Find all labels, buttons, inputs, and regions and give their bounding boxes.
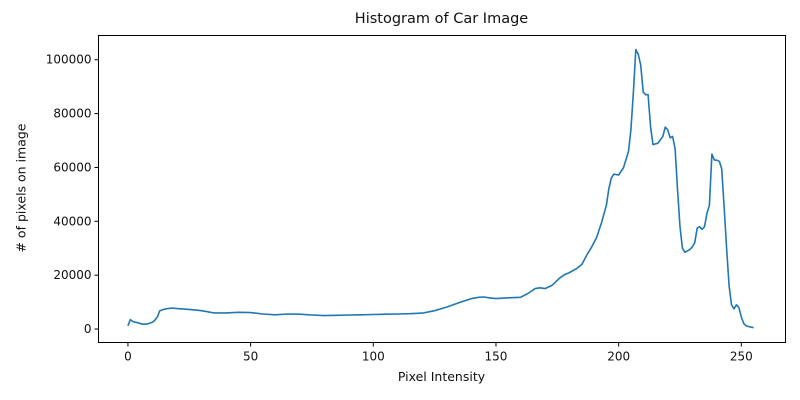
x-axis-label: Pixel Intensity: [397, 369, 486, 384]
x-tick-label: 150: [485, 350, 508, 364]
y-axis-label: # of pixels on image: [13, 123, 29, 253]
y-tick-label: 20000: [53, 268, 91, 282]
y-tick-label: 40000: [53, 214, 91, 228]
chart-title: Histogram of Car Image: [354, 11, 529, 27]
x-tick-label: 50: [243, 350, 258, 364]
x-axis-ticks: 0 50 100 150 200 250: [124, 342, 753, 364]
y-tick-label: 100000: [46, 53, 92, 67]
y-tick-label: 80000: [53, 107, 91, 121]
y-tick-label: 0: [84, 322, 92, 336]
y-axis-ticks: 0 20000 40000 60000 80000 100000: [46, 53, 99, 336]
y-tick-label: 60000: [53, 160, 91, 174]
x-tick-label: 0: [124, 350, 132, 364]
x-tick-label: 250: [730, 350, 753, 364]
axes-frame: [98, 35, 786, 343]
x-tick-label: 100: [362, 350, 385, 364]
histogram-line: [127, 48, 754, 329]
x-tick-label: 200: [607, 350, 630, 364]
